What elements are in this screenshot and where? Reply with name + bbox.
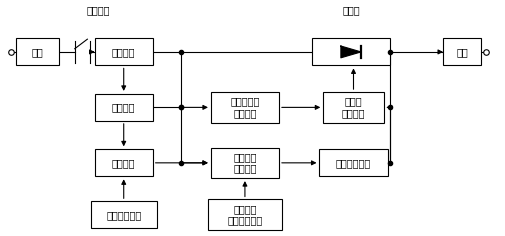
Text: 辅助开关
驱动电路电源: 辅助开关 驱动电路电源 [227,204,263,226]
FancyBboxPatch shape [91,201,157,228]
Text: 主开关
驱动电路: 主开关 驱动电路 [342,97,365,118]
FancyBboxPatch shape [211,92,279,123]
FancyBboxPatch shape [211,148,279,178]
Text: 电流检测: 电流检测 [112,47,135,57]
Text: 主开关驱动
电路电源: 主开关驱动 电路电源 [230,97,260,118]
FancyBboxPatch shape [95,94,153,121]
FancyBboxPatch shape [95,38,153,65]
Text: 辅助开关电路: 辅助开关电路 [336,158,371,168]
Text: 控制电路电源: 控制电路电源 [106,210,141,220]
Polygon shape [341,46,361,58]
Text: 控制电路: 控制电路 [112,158,135,168]
Text: 信号调理: 信号调理 [112,102,135,112]
Text: 辅助开关
驱动电路: 辅助开关 驱动电路 [233,152,257,174]
Text: 隔离开关: 隔离开关 [87,6,110,16]
Text: 主开关: 主开关 [342,6,360,16]
Text: 负载: 负载 [456,47,468,57]
FancyBboxPatch shape [319,149,388,177]
FancyBboxPatch shape [323,92,384,123]
FancyBboxPatch shape [95,149,153,177]
FancyBboxPatch shape [16,38,60,65]
FancyBboxPatch shape [312,38,390,65]
Text: 输入: 输入 [32,47,44,57]
FancyBboxPatch shape [443,38,481,65]
FancyBboxPatch shape [208,199,282,230]
